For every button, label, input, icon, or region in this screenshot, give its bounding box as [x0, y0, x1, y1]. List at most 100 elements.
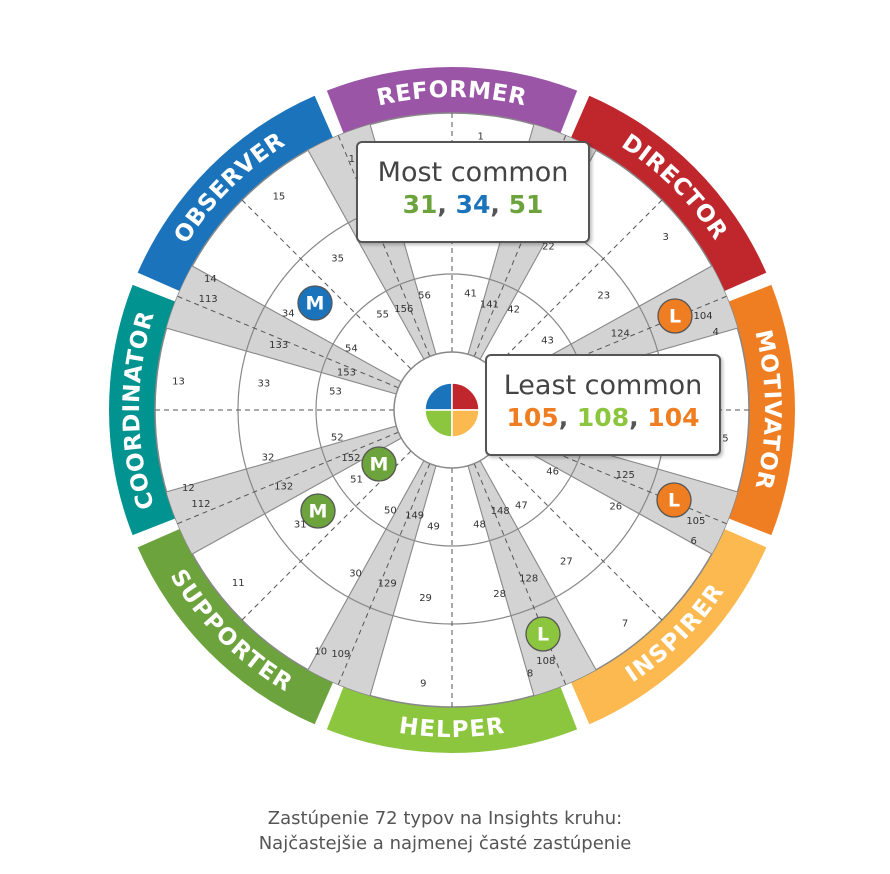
- type-numbers: 1234567891011121314151621222324252627282…: [172, 132, 729, 690]
- segment-coordinator: [109, 284, 176, 536]
- frequency-markers: M M M L L L: [297, 285, 693, 652]
- type-number: 113: [199, 294, 218, 305]
- shaded-wedge: [308, 460, 437, 696]
- type-number: 50: [384, 506, 397, 517]
- caption-line-2: Najčastejšie a najmenej časté zastúpenie: [258, 833, 632, 854]
- hub-quadrant: [424, 382, 453, 411]
- marker-circle: [297, 285, 333, 321]
- most-common-values: 31, 34, 51: [358, 190, 588, 220]
- hub-quadrant: [424, 409, 453, 438]
- least-common-value: 105: [506, 403, 559, 432]
- segment-director: [570, 95, 767, 292]
- spoke-line: [191, 265, 402, 383]
- type-number: 27: [560, 557, 573, 568]
- marker-m: M: [300, 493, 336, 529]
- marker-letter: L: [537, 624, 549, 646]
- shaded-wedge: [166, 266, 402, 395]
- type-number: 34: [282, 309, 295, 320]
- marker-letter: M: [309, 501, 328, 523]
- type-number: 124: [611, 328, 630, 339]
- type-number: 104: [693, 311, 712, 322]
- spoke-line: [467, 465, 535, 696]
- most-common-value: 51: [508, 190, 544, 219]
- marker-letter: M: [370, 454, 389, 476]
- marker-l: L: [525, 616, 561, 652]
- marker-circle: [656, 482, 692, 518]
- type-number: 156: [394, 304, 413, 315]
- hub-quadrant: [451, 409, 480, 438]
- type-number: 35: [331, 253, 344, 264]
- shaded-wedge: [467, 460, 596, 696]
- type-number: 23: [597, 291, 610, 302]
- type-number: 55: [376, 310, 389, 321]
- spoke-line: [479, 460, 597, 671]
- spoke-line: [166, 327, 397, 395]
- type-number: 48: [473, 520, 486, 531]
- type-number: 28: [493, 589, 506, 600]
- type-number: 128: [519, 573, 538, 584]
- segment-label-helper: HELPER: [398, 712, 507, 742]
- type-number: 108: [536, 656, 555, 667]
- type-number: 49: [427, 522, 440, 533]
- spoke-line: [369, 465, 437, 696]
- type-number: 7: [622, 619, 628, 630]
- segment-inspirer: [570, 528, 767, 725]
- shaded-wedge: [166, 425, 402, 554]
- type-number: 29: [419, 593, 432, 604]
- most-common-callout: Most common 31, 34, 51: [356, 141, 590, 243]
- least-common-title: Least common: [503, 370, 703, 401]
- type-number: 132: [274, 482, 293, 493]
- marker-circle: [525, 616, 561, 652]
- marker-circle: [657, 298, 693, 334]
- marker-l: L: [656, 482, 692, 518]
- least-common-callout: Least common 105, 108, 104: [485, 354, 721, 456]
- marker-l: L: [657, 298, 693, 334]
- marker-m: M: [361, 446, 397, 482]
- outer-color-band: REFORMERDIRECTORMOTIVATORINSPIRERHELPERS…: [109, 67, 796, 753]
- type-number: 141: [480, 299, 499, 310]
- type-number: 33: [257, 379, 270, 390]
- value-separator: ,: [629, 403, 648, 432]
- spoke-line: [502, 437, 713, 555]
- least-common-value: 104: [647, 403, 700, 432]
- center-hub: [393, 351, 511, 469]
- type-number: 10: [314, 647, 327, 658]
- segment-motivator: [728, 284, 796, 536]
- hub-quadrant: [451, 382, 480, 411]
- type-number: 26: [609, 501, 622, 512]
- value-separator: ,: [490, 190, 509, 219]
- segment-reformer: [326, 67, 578, 134]
- type-number: 22: [542, 241, 555, 252]
- dashed-divider: [492, 450, 663, 621]
- type-number: 153: [337, 368, 356, 379]
- type-number: 46: [546, 467, 559, 478]
- type-number: 56: [418, 290, 431, 301]
- type-number: 42: [507, 304, 520, 315]
- spoke-line: [166, 425, 397, 493]
- spoke-line: [307, 149, 425, 360]
- marker-letter: L: [669, 306, 681, 328]
- type-number: 31: [294, 519, 307, 530]
- insights-wheel: REFORMERDIRECTORMOTIVATORINSPIRERHELPERS…: [109, 67, 796, 753]
- type-number: 11: [232, 578, 245, 589]
- type-number: 1: [478, 132, 484, 143]
- type-number: 112: [191, 499, 210, 510]
- shaded-wedge: [502, 425, 738, 554]
- type-number: 152: [341, 453, 360, 464]
- least-common-values: 105, 108, 104: [487, 403, 719, 433]
- dashed-divider: [241, 199, 412, 370]
- type-number: 13: [172, 376, 185, 387]
- marker-letter: L: [668, 490, 680, 512]
- marker-letter: M: [306, 293, 325, 315]
- type-number: 5: [722, 434, 728, 445]
- type-number: 109: [331, 649, 350, 660]
- dashed-divider: [492, 199, 663, 370]
- type-number: 14: [204, 274, 217, 285]
- type-number: 12: [182, 483, 195, 494]
- type-number: 52: [331, 433, 344, 444]
- marker-circle: [361, 446, 397, 482]
- type-number: 133: [269, 340, 288, 351]
- type-number: 41: [464, 288, 477, 299]
- spoke-line: [307, 460, 425, 671]
- segment-helper: [326, 686, 578, 753]
